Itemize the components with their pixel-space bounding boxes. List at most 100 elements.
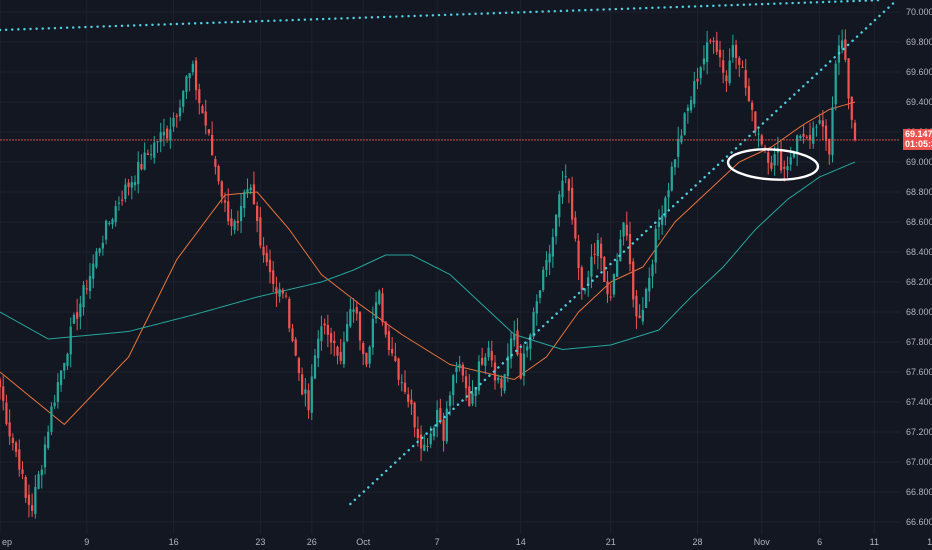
candle (728, 48, 731, 86)
candle (301, 367, 304, 396)
candle-body (8, 422, 11, 437)
candle (21, 461, 24, 480)
candle (256, 201, 259, 233)
candle (211, 121, 214, 156)
candle (818, 113, 821, 125)
candle (291, 323, 294, 343)
price-label-value: 69.147 (905, 129, 932, 139)
candle-body (564, 176, 567, 178)
candle (63, 362, 66, 380)
candle-body (281, 289, 284, 294)
candle-body (18, 449, 21, 470)
candle (31, 493, 34, 517)
candle (519, 343, 522, 380)
candle (249, 184, 252, 195)
candle (828, 138, 831, 165)
y-tick-label: 69.800 (906, 37, 932, 47)
candle-body (587, 277, 590, 286)
candle-body (365, 352, 368, 365)
candle (313, 348, 317, 380)
candle (503, 373, 506, 394)
y-tick-label: 68.800 (906, 187, 932, 197)
trendlines-layer[interactable] (0, 0, 898, 506)
candle-body (513, 333, 516, 341)
candle (567, 178, 571, 204)
candle (378, 289, 381, 306)
time-axis[interactable]: ep9162326Oct7142128Nov6111518 (2, 537, 932, 547)
candle-body (256, 205, 259, 222)
candle-body (82, 285, 85, 308)
candle (374, 291, 378, 324)
candle-body (741, 66, 744, 68)
candle-body (786, 165, 789, 171)
support-trendline[interactable] (349, 0, 898, 506)
candle-body (619, 239, 622, 262)
candle-body (635, 295, 638, 317)
candle (734, 39, 738, 70)
x-tick-label: Oct (356, 537, 371, 547)
candle-body (757, 133, 760, 135)
candle-body (342, 342, 346, 365)
x-tick-label: 6 (817, 537, 822, 547)
candle (712, 37, 715, 54)
candle-body (387, 331, 391, 351)
candle-body (31, 505, 34, 511)
candle (230, 209, 233, 236)
candle-body (230, 218, 233, 227)
candle-body (680, 135, 683, 143)
candle-body (792, 151, 796, 158)
candle-body (468, 386, 471, 407)
candle (757, 126, 760, 148)
candle-body (834, 63, 837, 105)
candle (439, 398, 442, 425)
candle-body (644, 289, 648, 308)
y-tick-label: 67.400 (906, 397, 932, 407)
candle (702, 45, 706, 71)
candle (632, 258, 635, 308)
candle-body (426, 445, 429, 447)
candle-body (561, 180, 564, 198)
candle (538, 290, 542, 304)
candle (808, 122, 812, 150)
candle-body (358, 312, 362, 341)
candle (79, 295, 82, 330)
candle-body (371, 318, 374, 348)
candle (571, 176, 574, 225)
candle (166, 125, 169, 143)
candle (371, 306, 374, 355)
x-tick-label: 28 (692, 537, 702, 547)
candle (198, 83, 201, 115)
candle-body (301, 374, 304, 395)
candle (844, 29, 847, 63)
candle (805, 134, 808, 140)
candle (368, 345, 371, 368)
candle (706, 30, 709, 75)
candle (413, 401, 416, 438)
price-axis[interactable]: 66.600 66.800 67.000 67.200 67.400 67.600 67.8… (906, 7, 932, 527)
candle (336, 345, 339, 365)
candle (471, 380, 474, 407)
x-tick-label: 23 (255, 537, 265, 547)
candle (458, 355, 461, 372)
candle (326, 314, 329, 348)
resistance-trendline[interactable] (0, 0, 886, 32)
candle-body (374, 302, 378, 319)
candle-body (754, 111, 757, 132)
candle-body (783, 166, 786, 169)
candle-body (108, 222, 111, 224)
candle (715, 31, 718, 56)
candle-body (204, 111, 207, 126)
candle (680, 129, 683, 145)
candle (677, 126, 680, 168)
annotation-layer[interactable] (726, 147, 820, 182)
candle-body (439, 408, 442, 423)
candle-body (686, 107, 689, 112)
candle-body (178, 107, 182, 117)
candle-body (442, 419, 445, 441)
candle (542, 266, 545, 292)
candle (227, 188, 230, 226)
highlight-circle[interactable] (726, 147, 820, 182)
